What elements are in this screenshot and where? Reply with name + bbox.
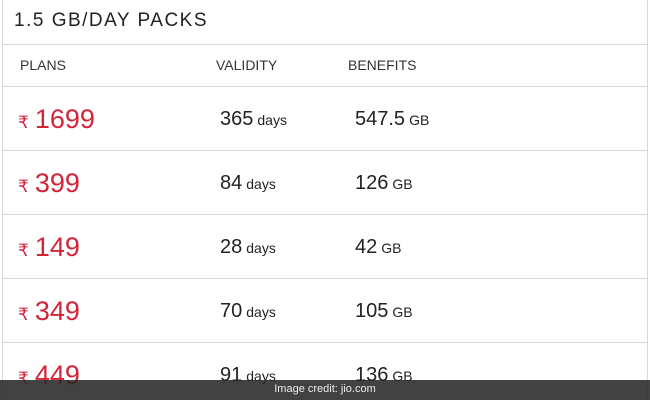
currency: ₹	[18, 305, 29, 324]
benefit: 105	[355, 300, 389, 322]
benefit-cell: 126 GB	[355, 169, 413, 199]
benefit: 547.5	[355, 108, 406, 130]
plan-cell: ₹149	[18, 229, 80, 270]
divider	[2, 150, 648, 151]
divider	[2, 278, 648, 279]
validity-cell: 365 days	[220, 105, 287, 135]
benefit: 126	[355, 172, 389, 194]
divider	[2, 44, 648, 45]
currency: ₹	[18, 369, 29, 388]
validity-unit: days	[246, 176, 276, 192]
price: 399	[34, 168, 80, 198]
column-header: BENEFITS	[348, 57, 417, 73]
plan-cell: ₹349	[18, 293, 80, 334]
validity-unit: days	[246, 240, 276, 256]
benefit-unit: GB	[392, 176, 413, 192]
price: 349	[34, 296, 80, 326]
price: 149	[34, 232, 80, 262]
divider	[2, 86, 648, 87]
column-header: VALIDITY	[216, 57, 278, 73]
price: 1699	[34, 104, 95, 134]
currency: ₹	[18, 113, 29, 132]
benefit-cell: 42 GB	[355, 233, 401, 263]
validity-unit: days	[246, 304, 276, 320]
validity-cell: 84 days	[220, 169, 276, 199]
validity-cell: 28 days	[220, 233, 276, 263]
divider	[2, 214, 648, 215]
title: 1.5 GB/DAY PACKS	[14, 10, 209, 31]
validity: 84	[220, 172, 243, 194]
benefit-unit: GB	[381, 240, 402, 256]
benefit: 42	[355, 236, 378, 258]
benefit-cell: 547.5 GB	[355, 105, 429, 135]
plan-cell: ₹1699	[18, 101, 95, 142]
validity: 28	[220, 236, 243, 258]
divider	[2, 342, 648, 343]
validity-cell: 70 days	[220, 297, 276, 327]
validity: 365	[220, 108, 254, 130]
validity-unit: days	[257, 112, 287, 128]
column-header: PLANS	[20, 57, 66, 73]
caption-bar: Image credit: jio.com	[0, 380, 650, 400]
benefit-unit: GB	[409, 112, 430, 128]
plan-cell: ₹399	[18, 165, 80, 206]
benefit-cell: 105 GB	[355, 297, 413, 327]
currency: ₹	[18, 177, 29, 196]
validity: 70	[220, 300, 243, 322]
caption: Image credit: jio.com	[274, 383, 376, 395]
benefit-unit: GB	[392, 304, 413, 320]
currency: ₹	[18, 241, 29, 260]
